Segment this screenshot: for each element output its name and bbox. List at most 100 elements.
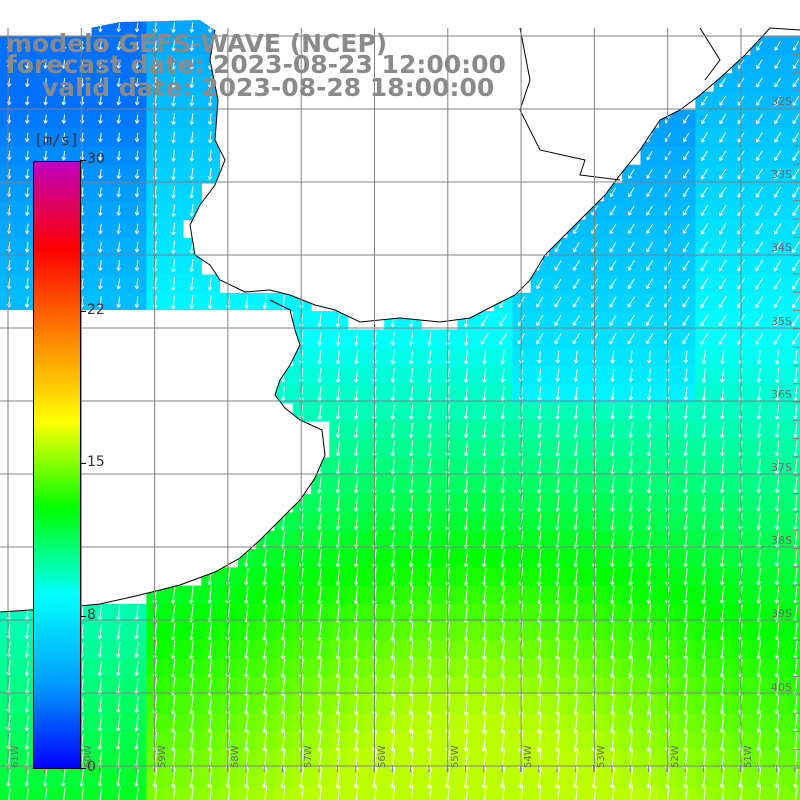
wind-arrow: [792, 59, 800, 69]
wind-arrow: [61, 77, 67, 88]
wind-arrow: [189, 22, 195, 33]
wind-cell: [786, 274, 800, 294]
colorbar-tick-label: 22: [87, 302, 105, 318]
wind-arrow: [98, 96, 103, 106]
wind-arrow: [116, 96, 121, 106]
wind-arrow: [774, 113, 782, 125]
longitude-label: 58W: [229, 745, 241, 768]
wind-cell: [786, 36, 800, 56]
wind-arrow: [134, 96, 140, 106]
wind-arrow: [719, 95, 727, 106]
latitude-label: 35S: [771, 314, 792, 328]
longitude-label: 57W: [303, 745, 315, 768]
wind-arrow: [171, 58, 176, 70]
wind-cell: [786, 658, 800, 678]
wind-cell: [786, 549, 800, 568]
latitude-label: 32S: [771, 95, 792, 108]
wind-cell: [786, 73, 800, 93]
wind-arrow: [207, 113, 213, 125]
wind-cell: [786, 54, 800, 74]
wind-cell: [786, 494, 800, 513]
longitude-label: 59W: [156, 745, 168, 768]
latitude-label: 38S: [771, 534, 792, 548]
longitude-label: 52W: [669, 745, 681, 768]
wind-cell: [786, 183, 800, 202]
wind-arrow: [701, 95, 708, 106]
colorbar-gradient: [34, 162, 80, 768]
wind-cell: [786, 512, 800, 532]
wind-cell: [786, 475, 800, 495]
wind-cell: [786, 402, 800, 422]
wind-cell: [786, 311, 800, 330]
wind-arrow: [134, 23, 140, 33]
latitude-label: 37S: [771, 461, 792, 474]
wind-arrow: [61, 41, 67, 51]
wind-cell: [786, 420, 800, 440]
colorbar-tick-mark: [80, 616, 86, 617]
wind-arrow: [25, 41, 30, 51]
colorbar-tick-label: 8: [87, 607, 96, 623]
wind-arrow: [792, 41, 800, 51]
colorbar-tick-mark: [80, 311, 86, 312]
wind-arrow: [43, 132, 48, 143]
wind-arrow: [134, 41, 140, 51]
title-valid-date: valid date: 2023-08-28 18:00:00: [42, 73, 495, 102]
colorbar-tick-label: 15: [87, 454, 105, 470]
wind-arrow: [189, 40, 195, 52]
wind-arrow: [171, 95, 176, 107]
wind-arrow: [25, 77, 30, 88]
longitude-label: 53W: [596, 745, 608, 768]
wind-arrow: [189, 113, 195, 125]
wind-arrow: [43, 77, 48, 88]
wind-arrow: [774, 41, 781, 51]
wind-arrow: [756, 95, 763, 106]
wind-arrow: [43, 96, 48, 106]
colorbar-tick-mark: [80, 768, 86, 769]
wind-arrow: [683, 114, 690, 124]
wind-cell: [786, 128, 800, 147]
wind-arrow: [774, 59, 781, 69]
wind-arrow: [189, 76, 195, 89]
wind-cell: [786, 366, 800, 385]
latitude-label: 39S: [771, 607, 792, 621]
wind-arrow: [171, 40, 176, 52]
colorbar-tick-label: 30: [87, 151, 105, 167]
wind-arrow: [756, 113, 763, 125]
wind-arrow: [171, 113, 176, 125]
wind-arrow: [792, 77, 800, 88]
wind-arrow: [43, 59, 48, 69]
wind-cell: [786, 347, 800, 367]
wind-cell: [786, 329, 800, 349]
colorbar-tick-mark: [80, 160, 86, 161]
wind-cell: [786, 256, 800, 276]
wind-arrow: [719, 113, 727, 125]
wind-arrow: [98, 77, 103, 88]
wind-cell: [786, 237, 800, 257]
latitude-label: 36S: [771, 387, 792, 401]
wind-cell: [786, 146, 800, 166]
wind-cell: [786, 786, 800, 800]
wind-arrow: [756, 41, 763, 51]
wind-arrow: [116, 114, 121, 124]
longitude-label: 61W: [10, 745, 21, 768]
wind-cell: [786, 640, 800, 660]
wind-arrow: [98, 114, 103, 124]
longitude-label: 56W: [376, 745, 388, 768]
wind-cell: [786, 201, 800, 221]
wind-arrow: [189, 58, 195, 70]
wind-cell: [786, 91, 800, 111]
wind-arrow: [774, 77, 782, 88]
wind-arrow: [116, 23, 121, 33]
wind-cell: [786, 164, 800, 184]
wind-arrow: [171, 76, 176, 89]
wind-arrow: [25, 96, 30, 106]
wind-arrow: [189, 95, 195, 107]
wind-arrow: [116, 77, 121, 88]
wind-arrow: [756, 59, 763, 69]
wind-arrow: [98, 41, 103, 51]
wind-arrow: [61, 96, 67, 106]
wind-arrow: [43, 114, 48, 124]
wind-arrow: [774, 95, 782, 106]
